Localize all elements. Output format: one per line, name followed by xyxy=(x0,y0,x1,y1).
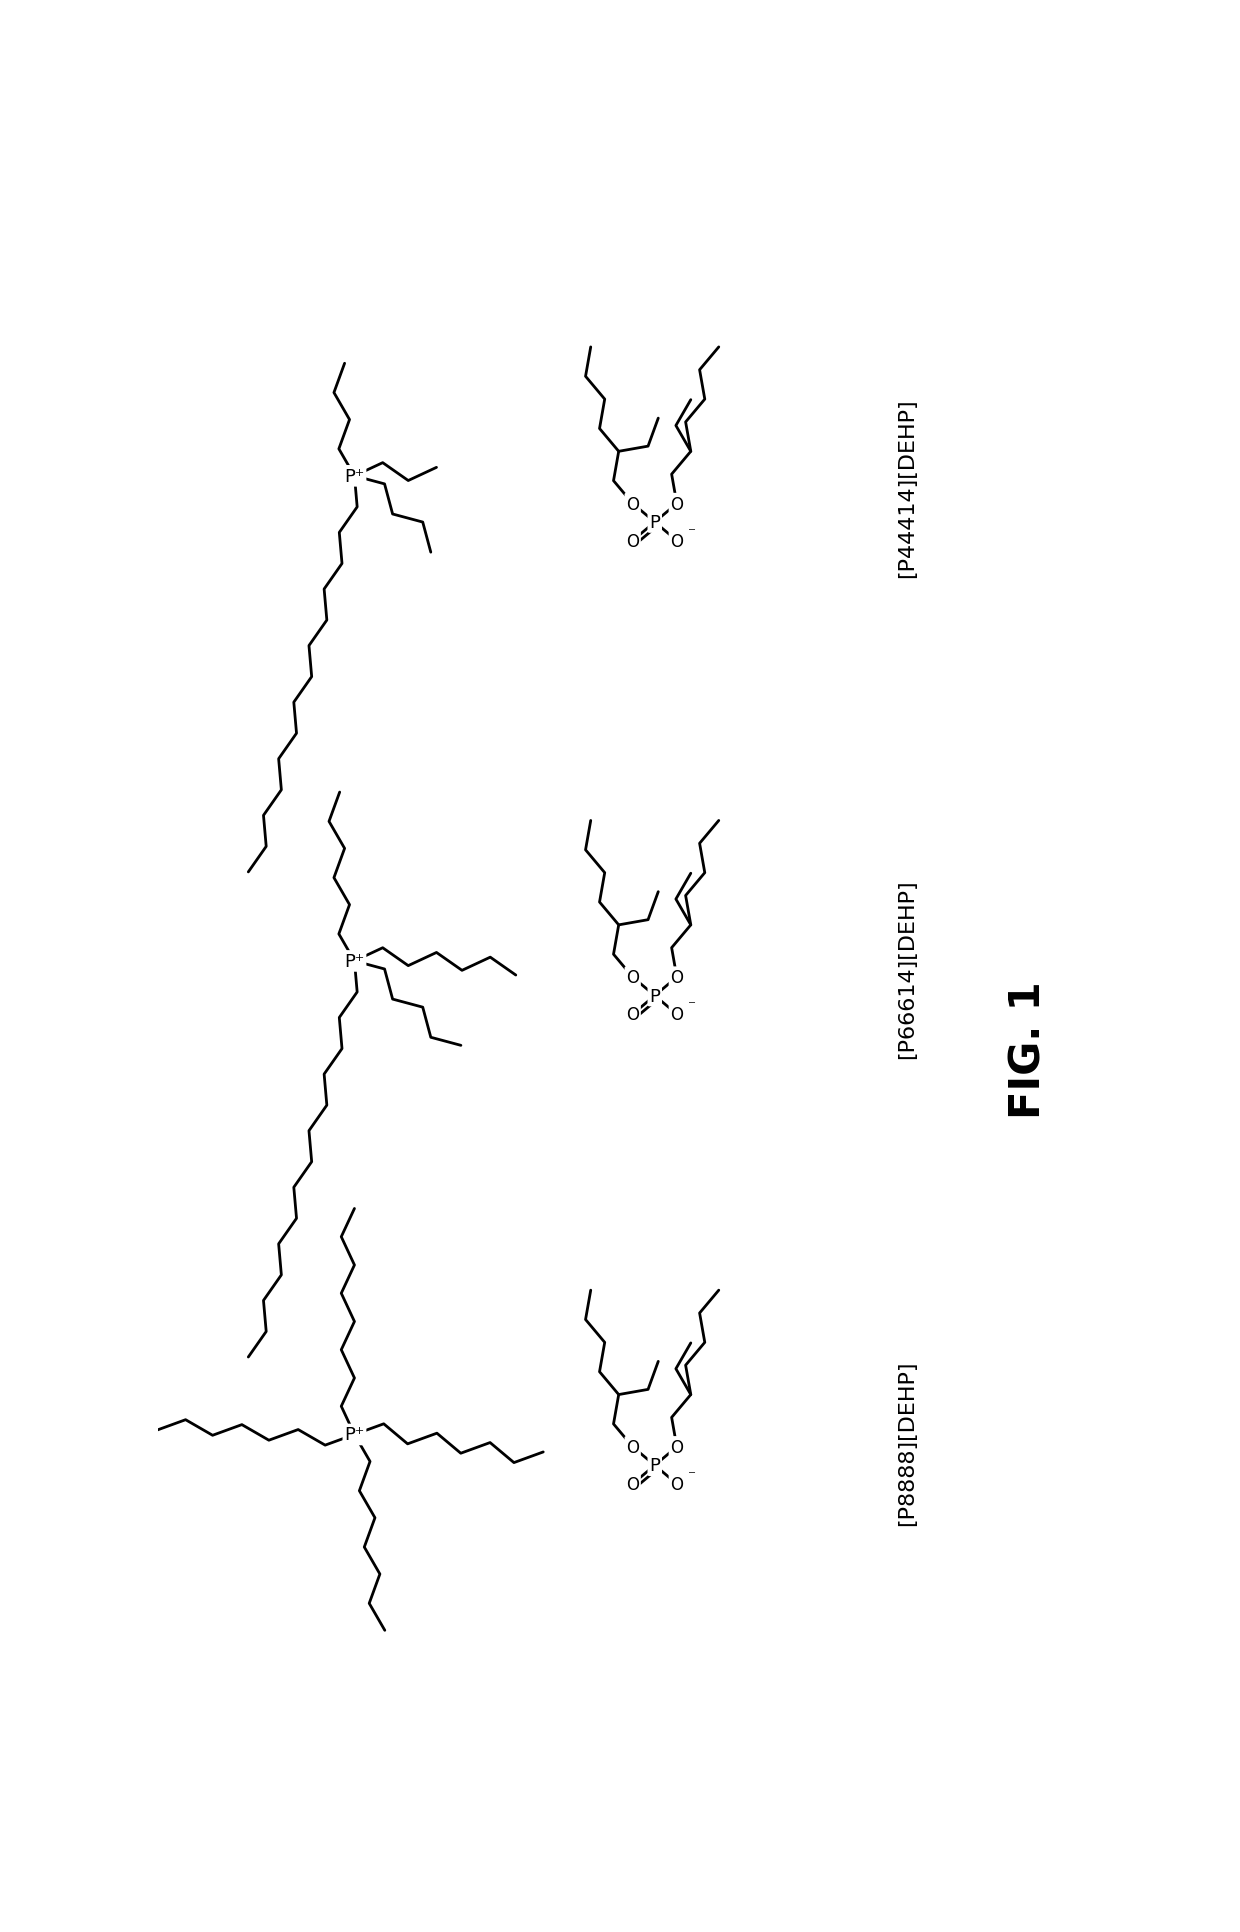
Text: O: O xyxy=(671,1474,683,1493)
Text: O: O xyxy=(671,1005,683,1024)
Text: O: O xyxy=(626,1005,639,1024)
Text: ⁻: ⁻ xyxy=(688,526,696,539)
Text: O: O xyxy=(671,1437,683,1457)
Text: O: O xyxy=(671,531,683,551)
Text: P⁺: P⁺ xyxy=(345,468,365,485)
Text: P⁺: P⁺ xyxy=(345,952,365,970)
Text: P: P xyxy=(650,987,660,1005)
Text: P⁺: P⁺ xyxy=(345,1426,365,1443)
Text: ⁻: ⁻ xyxy=(688,999,696,1012)
Text: [P44414][DEHP]: [P44414][DEHP] xyxy=(898,398,918,578)
Text: ⁻: ⁻ xyxy=(688,1468,696,1482)
Text: [P66614][DEHP]: [P66614][DEHP] xyxy=(898,879,918,1059)
Text: O: O xyxy=(671,495,683,514)
Text: O: O xyxy=(626,531,639,551)
Text: O: O xyxy=(626,495,639,514)
Text: P: P xyxy=(650,514,660,531)
Text: [P8888][DEHP]: [P8888][DEHP] xyxy=(898,1360,918,1524)
Text: O: O xyxy=(626,1437,639,1457)
Text: O: O xyxy=(671,968,683,987)
Text: P: P xyxy=(650,1457,660,1474)
Text: FIG. 1: FIG. 1 xyxy=(1007,981,1049,1119)
Text: O: O xyxy=(626,1474,639,1493)
Text: O: O xyxy=(626,968,639,987)
